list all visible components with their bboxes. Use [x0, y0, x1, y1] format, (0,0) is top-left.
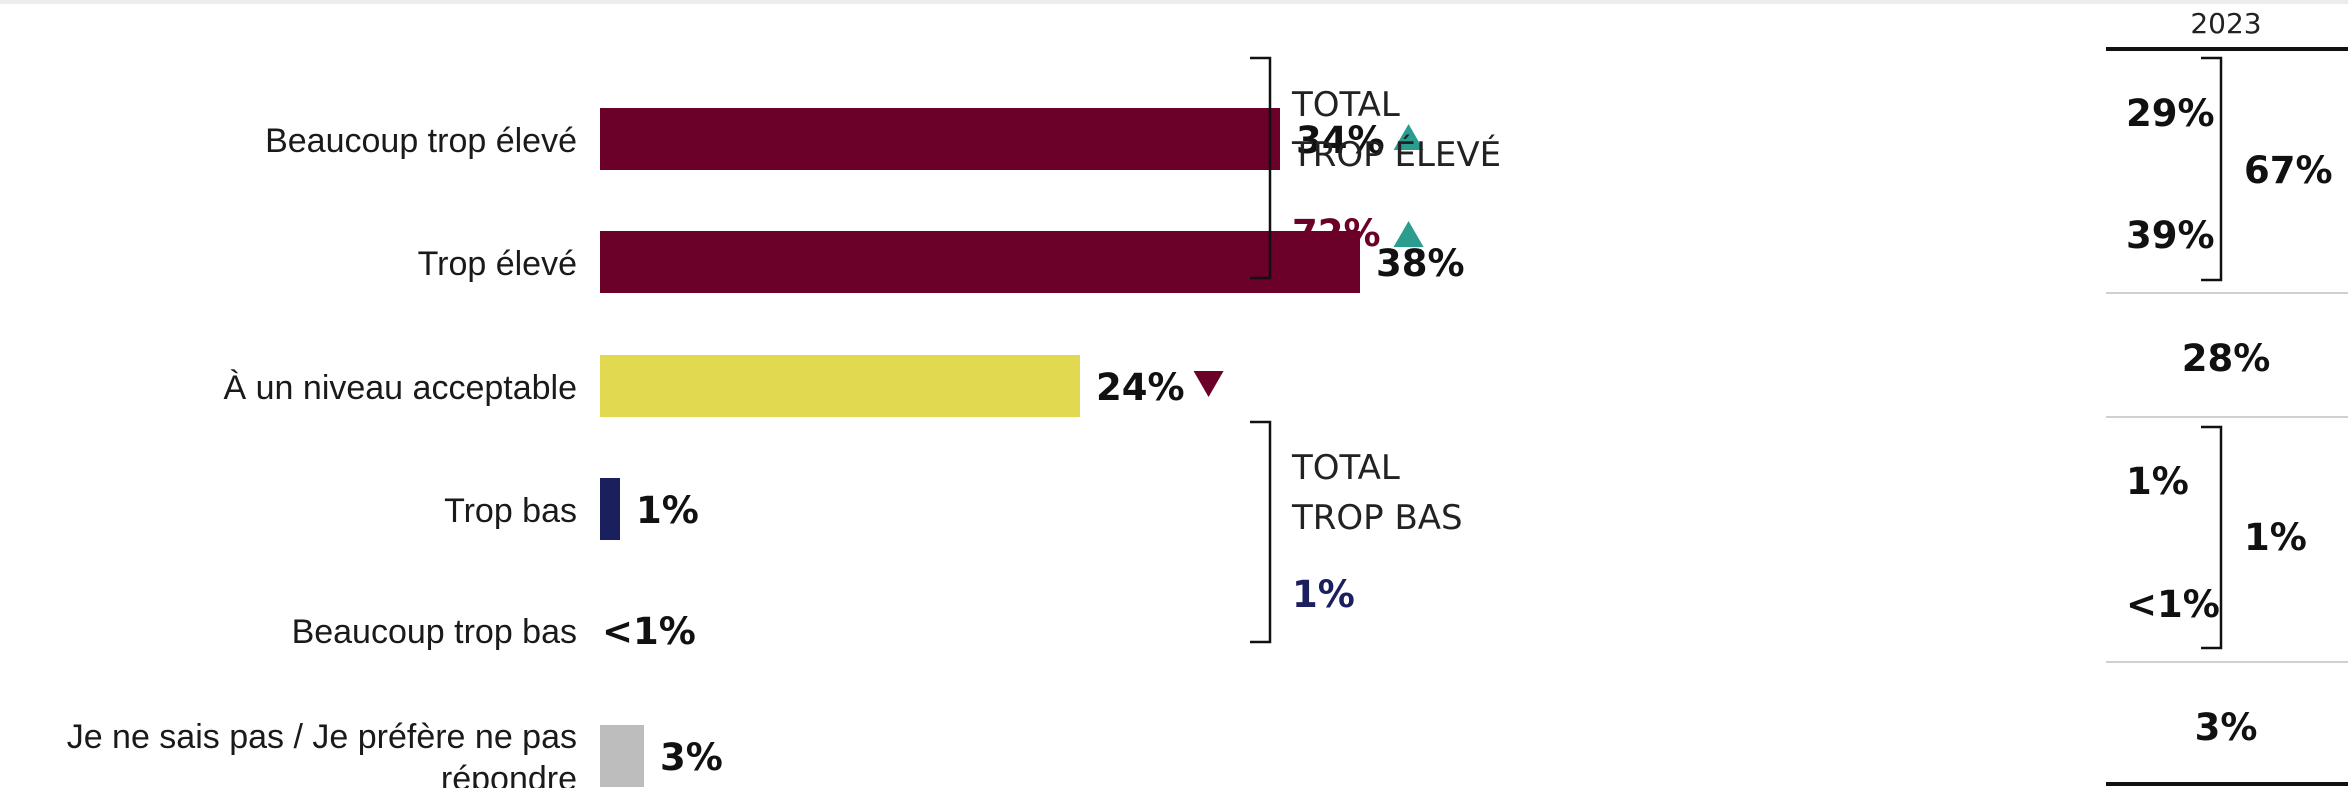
bar	[600, 725, 644, 787]
value-label: 24%	[1096, 366, 1185, 409]
top-strip	[0, 0, 2348, 4]
up-arrow-icon	[1393, 124, 1424, 150]
group-label: TROP BAS	[1291, 498, 1463, 538]
value-label: <1%	[602, 610, 696, 653]
bar	[600, 108, 1280, 170]
bar	[600, 355, 1080, 417]
comparison-value: <1%	[2126, 583, 2220, 626]
header-rule	[2106, 47, 2348, 51]
comparison-group-total: 1%	[2244, 516, 2307, 559]
comparison-bracket	[2201, 56, 2223, 282]
comparison-bracket	[2201, 425, 2223, 650]
value-label: 1%	[636, 489, 699, 532]
up-arrow-icon	[1393, 221, 1424, 247]
group-value: 1%	[1292, 573, 1355, 616]
comparison-value: 28%	[2182, 337, 2271, 380]
down-arrow-icon	[1193, 371, 1224, 397]
category-label: Beaucoup trop élevé	[265, 122, 577, 160]
category-label: Beaucoup trop bas	[292, 613, 577, 651]
group-bracket	[1250, 56, 1272, 280]
bottom-rule	[2106, 782, 2348, 786]
group-label: TOTAL	[1291, 448, 1400, 488]
group-bracket	[1250, 420, 1272, 644]
group-label: TROP ÉLEVÉ	[1291, 134, 1501, 175]
category-label: Trop bas	[444, 492, 577, 530]
comparison-value: 39%	[2126, 214, 2215, 257]
comparison-value: 29%	[2126, 92, 2215, 135]
category-label: À un niveau acceptable	[224, 369, 577, 407]
group-label: TOTAL	[1291, 85, 1400, 125]
value-label: 38%	[1376, 242, 1465, 285]
value-label: 3%	[660, 736, 723, 779]
comparison-value: 1%	[2126, 460, 2189, 503]
comparison-year: 2023	[2190, 7, 2261, 40]
category-label: répondre	[441, 760, 577, 788]
category-label: Trop élevé	[418, 245, 577, 283]
category-label: Je ne sais pas / Je préfère ne pas	[67, 718, 577, 756]
group-value: 72%	[1292, 212, 1381, 255]
bar	[600, 478, 620, 540]
comparison-value: 3%	[2195, 706, 2258, 749]
value-label: 34%	[1296, 119, 1385, 162]
comparison-group-total: 67%	[2244, 149, 2333, 192]
bar	[600, 231, 1360, 293]
